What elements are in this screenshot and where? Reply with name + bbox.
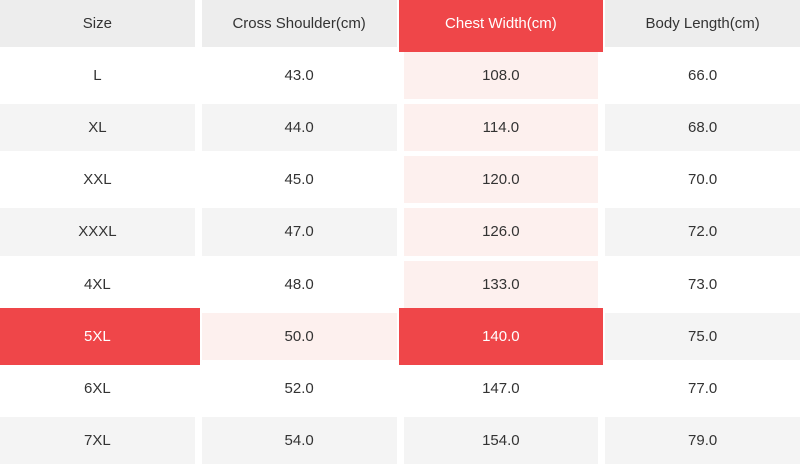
cell-6xl-cross-shoulder[interactable]: 52.0	[201, 364, 397, 412]
cell-6xl-chest-width[interactable]: 147.0	[403, 364, 599, 412]
cell-7xl-size[interactable]: 7XL	[0, 416, 195, 464]
cell-7xl-cross-shoulder[interactable]: 54.0	[201, 416, 397, 464]
cell-xxl-chest-width[interactable]: 120.0	[403, 156, 599, 204]
cell-xl-body-length[interactable]: 68.0	[605, 104, 800, 152]
cell-5xl-size-selected[interactable]: 5XL	[0, 312, 195, 360]
cell-l-body-length[interactable]: 66.0	[605, 52, 800, 100]
cell-6xl-body-length[interactable]: 77.0	[605, 364, 800, 412]
cell-7xl-chest-width[interactable]: 154.0	[403, 416, 599, 464]
cell-4xl-size[interactable]: 4XL	[0, 260, 195, 308]
cell-5xl-cross-shoulder[interactable]: 50.0	[201, 312, 397, 360]
cell-7xl-body-length[interactable]: 79.0	[605, 416, 800, 464]
cell-xxl-size[interactable]: XXL	[0, 156, 195, 204]
cell-5xl-chest-width-selected[interactable]: 140.0	[403, 312, 599, 360]
cell-xxxl-chest-width[interactable]: 126.0	[403, 208, 599, 256]
cell-l-chest-width[interactable]: 108.0	[403, 52, 599, 100]
column-header-body-length[interactable]: Body Length(cm)	[605, 0, 800, 48]
cell-5xl-body-length[interactable]: 75.0	[605, 312, 800, 360]
column-header-size[interactable]: Size	[0, 0, 195, 48]
cell-xl-size[interactable]: XL	[0, 104, 195, 152]
column-header-cross-shoulder[interactable]: Cross Shoulder(cm)	[201, 0, 397, 48]
cell-xl-chest-width[interactable]: 114.0	[403, 104, 599, 152]
cell-4xl-cross-shoulder[interactable]: 48.0	[201, 260, 397, 308]
cell-xxxl-size[interactable]: XXXL	[0, 208, 195, 256]
cell-xxxl-cross-shoulder[interactable]: 47.0	[201, 208, 397, 256]
cell-l-cross-shoulder[interactable]: 43.0	[201, 52, 397, 100]
cell-xxl-body-length[interactable]: 70.0	[605, 156, 800, 204]
cell-6xl-size[interactable]: 6XL	[0, 364, 195, 412]
cell-4xl-chest-width[interactable]: 133.0	[403, 260, 599, 308]
cell-4xl-body-length[interactable]: 73.0	[605, 260, 800, 308]
cell-xxl-cross-shoulder[interactable]: 45.0	[201, 156, 397, 204]
cell-xl-cross-shoulder[interactable]: 44.0	[201, 104, 397, 152]
cell-l-size[interactable]: L	[0, 52, 195, 100]
column-header-chest-width[interactable]: Chest Width(cm)	[403, 0, 599, 48]
cell-xxxl-body-length[interactable]: 72.0	[605, 208, 800, 256]
